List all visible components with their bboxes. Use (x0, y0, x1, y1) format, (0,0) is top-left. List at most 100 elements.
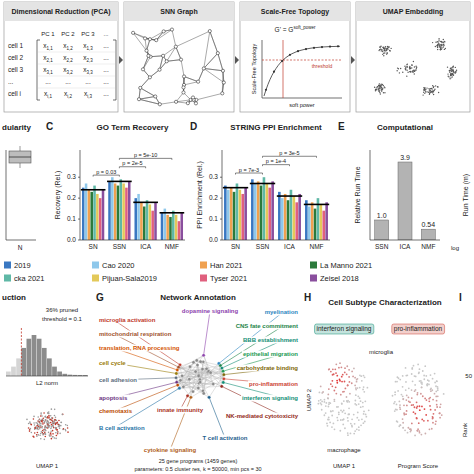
axis-note: log (451, 245, 459, 251)
umap-point (48, 424, 50, 426)
footer: 25 gene programs (1459 genes) (159, 458, 238, 464)
cell-point (346, 396, 348, 398)
node (220, 385, 223, 388)
umap-point (40, 426, 42, 428)
umap-point (453, 66, 454, 67)
umap-point (34, 424, 36, 426)
graph-node (191, 96, 194, 99)
umap-point (439, 45, 440, 46)
umap-point (30, 424, 32, 426)
cell-point (352, 376, 354, 378)
node (205, 367, 208, 370)
umap-point (384, 48, 385, 49)
cell-point (430, 388, 432, 390)
pipeline: Dimensional Reduction (PCA)SNN GraphScal… (4, 2, 470, 112)
legend-swatch (200, 275, 207, 282)
mean-line (81, 189, 106, 191)
umap-point (422, 94, 423, 95)
cell-point (411, 373, 413, 375)
umap-point (450, 68, 451, 69)
umap-point (432, 92, 433, 93)
bar (117, 186, 120, 240)
cell-point (428, 398, 430, 400)
umap-point (382, 47, 383, 48)
umap-point (449, 70, 450, 71)
umap-point (380, 86, 381, 87)
umap-point (55, 432, 57, 434)
umap-point (437, 46, 438, 47)
x-axis (80, 240, 185, 241)
matrix-cell: x1,1 (43, 42, 53, 51)
bar (295, 202, 298, 240)
tick-label: 0.3 (67, 173, 76, 180)
cell-point (435, 420, 437, 422)
umap-point (410, 68, 411, 69)
umap-point (436, 45, 437, 46)
cell-point (332, 410, 334, 412)
cell-point (356, 381, 358, 383)
panel-letter: C (46, 121, 53, 132)
umap-point (450, 77, 451, 78)
cell-point (398, 401, 400, 403)
matrix-cell: x1,3 (83, 42, 93, 51)
cell-point (416, 417, 418, 419)
node-label: pro-inflammation (249, 381, 298, 387)
umap-point (451, 74, 452, 75)
umap-point (52, 426, 54, 428)
tick-label: SN (231, 243, 240, 250)
cell-point (356, 428, 358, 430)
matrix-column: ... (103, 31, 108, 37)
matrix-column: PC 1 (41, 31, 55, 37)
cell-point (395, 381, 397, 383)
axis-title: Scale-Free Topology (251, 44, 257, 95)
marks (375, 162, 436, 240)
umap-point (380, 93, 381, 94)
umap-point (47, 416, 49, 418)
matrix-cell: x2,1 (43, 54, 53, 63)
umap-point (397, 67, 398, 68)
cell-point (420, 380, 422, 382)
bar (175, 215, 178, 240)
umap-point (437, 49, 438, 50)
umap-point (381, 89, 382, 90)
label-patch (98, 360, 127, 367)
bar (224, 186, 227, 240)
matrix-row: cell 2 (8, 54, 24, 61)
cell-point (342, 391, 344, 393)
cell-point (413, 411, 415, 413)
umap-point (445, 48, 446, 49)
bar (93, 186, 96, 240)
umap-point (40, 423, 42, 425)
cell-point (321, 409, 323, 411)
legend-label: Zeisel 2018 (320, 274, 359, 283)
node (222, 377, 225, 380)
cell-point (349, 393, 351, 395)
graph-node (182, 91, 185, 94)
cell-point (332, 368, 334, 370)
cell-point (407, 427, 409, 429)
umap-point (439, 45, 440, 46)
cell-point (414, 413, 416, 415)
cell-point (363, 411, 365, 413)
bracket (263, 156, 317, 158)
umap-point (50, 415, 52, 417)
umap-point (400, 68, 401, 69)
cell-point (421, 381, 423, 383)
graph-edge (184, 76, 198, 81)
edge (204, 355, 214, 384)
label-link (220, 326, 283, 365)
umap-point (378, 85, 379, 86)
node (197, 374, 200, 377)
chart-title: STRING PPI Enrichment (230, 123, 322, 132)
cell-point (364, 376, 366, 378)
umap-point (59, 427, 61, 429)
bar (311, 202, 314, 240)
umap-point (53, 423, 55, 425)
panel-title: uction (2, 293, 26, 302)
umap-point (377, 86, 378, 87)
cell-point (318, 400, 320, 402)
umap-point (56, 420, 58, 422)
umap-point (453, 72, 454, 73)
bar (120, 179, 123, 240)
cell-point (416, 407, 418, 409)
